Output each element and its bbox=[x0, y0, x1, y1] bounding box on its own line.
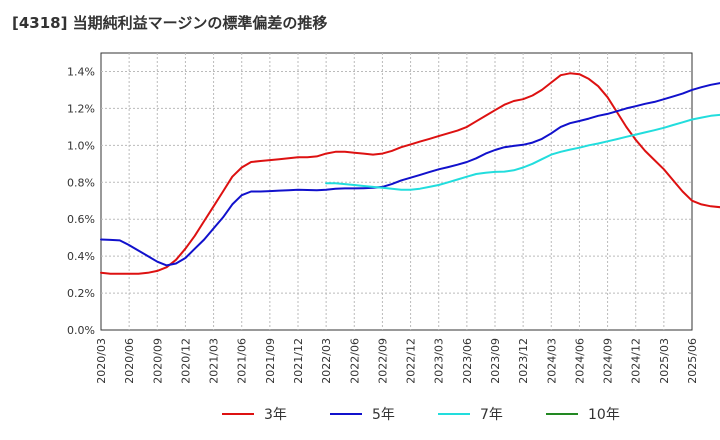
x-tick-label: 2022/09 bbox=[376, 338, 389, 384]
plot-frame bbox=[100, 52, 693, 331]
x-tick-label: 2021/06 bbox=[236, 338, 249, 384]
chart-title: [4318] 当期純利益マージンの標準偏差の推移 bbox=[12, 14, 328, 32]
x-tick-label: 2024/03 bbox=[545, 338, 558, 384]
x-tick-label: 2024/09 bbox=[602, 338, 615, 384]
legend-label: 7年 bbox=[480, 407, 503, 423]
y-tick-label: 0.4% bbox=[67, 250, 95, 263]
y-tick-label: 0.8% bbox=[67, 176, 95, 189]
series-line-7年 bbox=[325, 113, 720, 191]
legend-label: 5年 bbox=[372, 407, 395, 423]
legend-label: 3年 bbox=[264, 407, 287, 423]
x-tick-label: 2021/03 bbox=[208, 338, 221, 384]
x-tick-label: 2022/12 bbox=[405, 338, 418, 384]
series-line-3年 bbox=[100, 72, 720, 275]
x-tick-label: 2024/06 bbox=[573, 338, 586, 384]
x-tick-label: 2025/03 bbox=[658, 338, 671, 384]
x-tick-label: 2020/06 bbox=[123, 338, 136, 384]
x-tick-label: 2023/09 bbox=[489, 338, 502, 384]
y-tick-label: 1.2% bbox=[67, 102, 95, 115]
y-tick-label: 1.4% bbox=[67, 65, 95, 78]
x-tick-label: 2020/03 bbox=[95, 338, 108, 384]
x-tick-label: 2023/12 bbox=[517, 338, 530, 384]
x-tick-label: 2024/12 bbox=[630, 338, 643, 384]
x-tick-label: 2025/06 bbox=[686, 338, 699, 384]
x-tick-label: 2023/06 bbox=[461, 338, 474, 384]
x-tick-label: 2020/12 bbox=[179, 338, 192, 384]
x-tick-label: 2022/03 bbox=[320, 338, 333, 384]
legend-label: 10年 bbox=[588, 407, 620, 423]
x-tick-label: 2023/03 bbox=[433, 338, 446, 384]
series-line-5年 bbox=[100, 82, 720, 267]
x-tick-label: 2021/12 bbox=[292, 338, 305, 384]
y-tick-label: 1.0% bbox=[67, 139, 95, 152]
x-tick-label: 2021/09 bbox=[264, 338, 277, 384]
y-tick-label: 0.2% bbox=[67, 287, 95, 300]
y-tick-label: 0.0% bbox=[67, 324, 95, 337]
x-tick-label: 2020/09 bbox=[151, 338, 164, 384]
x-tick-label: 2022/06 bbox=[348, 338, 361, 384]
y-tick-label: 0.6% bbox=[67, 213, 95, 226]
